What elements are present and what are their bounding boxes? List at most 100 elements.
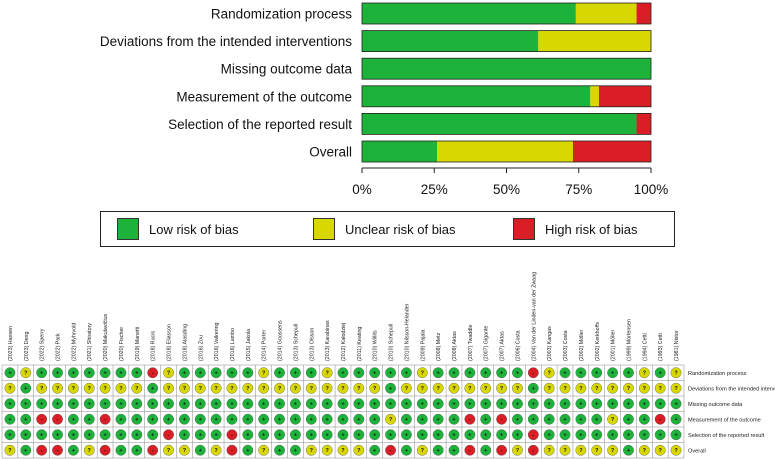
rating-dot [638, 398, 650, 410]
rating-dot [36, 382, 48, 394]
rating-symbol: + [484, 417, 487, 423]
rating-dot [194, 429, 206, 441]
rating-dot [115, 444, 127, 456]
rating-symbol: ? [516, 448, 520, 454]
rating-dot [623, 429, 634, 441]
rating-symbol: + [119, 402, 122, 408]
category-label: Overall [309, 145, 352, 160]
rating-dot [353, 413, 365, 425]
rating-symbol: - [231, 433, 233, 439]
rating-dot [607, 413, 619, 425]
rating-symbol: + [183, 417, 186, 423]
rating-symbol: - [532, 448, 534, 454]
rating-dot [147, 413, 159, 425]
rating-symbol: + [357, 402, 360, 408]
rating-dot [432, 429, 444, 441]
rating-symbol: + [357, 417, 360, 423]
rating-symbol: + [294, 433, 297, 439]
rating-symbol: + [357, 433, 360, 439]
rating-symbol: ? [167, 448, 171, 454]
rating-symbol: + [595, 433, 598, 439]
rating-dot [496, 413, 507, 425]
bar-segment [362, 113, 637, 135]
rating-symbol: - [532, 433, 534, 439]
rating-symbol: + [532, 417, 535, 423]
rating-symbol: + [595, 402, 598, 408]
legend-label-unclear: Unclear risk of bias [345, 221, 456, 237]
rating-dot [242, 398, 254, 410]
study-label: (2018) Rucis [151, 331, 157, 361]
rating-symbol: - [469, 417, 471, 423]
rating-dot [290, 382, 301, 394]
rating-symbol: - [104, 448, 106, 454]
rating-dot [670, 429, 682, 441]
rating-symbol: ? [262, 386, 266, 392]
category-label: Randomization process [211, 7, 352, 22]
rating-symbol: + [468, 402, 471, 408]
rating-dot [4, 382, 16, 394]
rating-dot [115, 413, 127, 425]
rating-symbol: + [72, 417, 75, 423]
rating-symbol: + [326, 433, 329, 439]
rating-dot [99, 444, 111, 456]
study-label: (1999) Mortensen [626, 319, 632, 361]
rating-symbol: + [72, 371, 75, 377]
rating-dot [559, 429, 571, 441]
study-label: (2003) Costa [563, 330, 569, 361]
rating-dot [67, 413, 79, 425]
rating-symbol: + [230, 402, 233, 408]
rating-symbol: ? [135, 386, 139, 392]
rating-symbol: + [452, 402, 455, 408]
rating-symbol: + [373, 417, 376, 423]
x-tick-label: 50% [493, 182, 520, 197]
rating-symbol: ? [357, 448, 361, 454]
rating-dot [559, 398, 571, 410]
rating-dot [607, 398, 619, 410]
rating-symbol: ? [674, 386, 678, 392]
rating-symbol: + [103, 402, 106, 408]
rating-dot [543, 367, 555, 379]
rating-symbol: + [421, 402, 424, 408]
rating-dot [575, 367, 587, 379]
rating-symbol: + [8, 371, 11, 377]
rating-dot [147, 382, 159, 394]
rating-dot [543, 398, 555, 410]
rating-dot [4, 413, 16, 425]
rating-dot [623, 367, 634, 379]
rating-symbol: ? [452, 386, 456, 392]
rating-symbol: + [151, 433, 154, 439]
rating-dot [401, 444, 412, 456]
rating-symbol: ? [436, 386, 440, 392]
rating-symbol: + [294, 417, 297, 423]
rating-dot [543, 382, 555, 394]
rating-symbol: + [278, 448, 281, 454]
rating-symbol: ? [325, 448, 329, 454]
rating-dot [226, 429, 238, 441]
legend-item-unclear: Unclear risk of bias [313, 218, 456, 240]
rating-dot [369, 429, 381, 441]
rating-dot [607, 367, 619, 379]
study-label: (2008) Aktas [452, 331, 458, 361]
rating-dot [559, 444, 571, 456]
rating-dot [559, 413, 571, 425]
rating-symbol: + [389, 402, 392, 408]
bar-segment [636, 3, 651, 24]
rating-symbol: + [563, 433, 566, 439]
rating-dot [178, 398, 190, 410]
rating-symbol: + [230, 417, 233, 423]
rating-symbol: + [278, 433, 281, 439]
rating-symbol: ? [421, 386, 425, 392]
rating-dot [290, 429, 301, 441]
study-label: (2013) Olsson [309, 328, 315, 361]
rating-dot [432, 367, 444, 379]
rating-dot [321, 398, 333, 410]
domain-label: Overall [688, 448, 706, 454]
rating-symbol: + [135, 371, 138, 377]
rating-dot [369, 367, 381, 379]
rating-dot [305, 413, 317, 425]
rating-symbol: ? [88, 448, 92, 454]
study-label: (2022) Myhrvold [71, 323, 77, 361]
rating-symbol: + [674, 402, 677, 408]
category-label: Missing outcome data [221, 62, 353, 77]
rating-dot [670, 367, 682, 379]
